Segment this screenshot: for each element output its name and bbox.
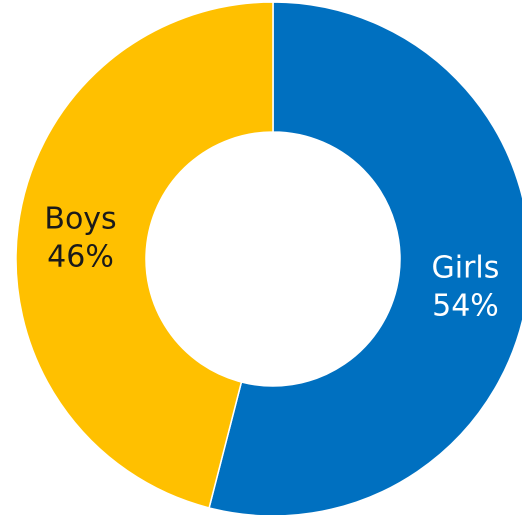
slice-label-boys: Boys <box>44 202 116 237</box>
slice-label-girls: Girls <box>432 250 500 285</box>
slice-value-girls: 54% <box>432 288 499 323</box>
slice-girls <box>208 1 522 515</box>
slice-value-boys: 46% <box>47 240 114 275</box>
slice-boys <box>15 1 274 509</box>
